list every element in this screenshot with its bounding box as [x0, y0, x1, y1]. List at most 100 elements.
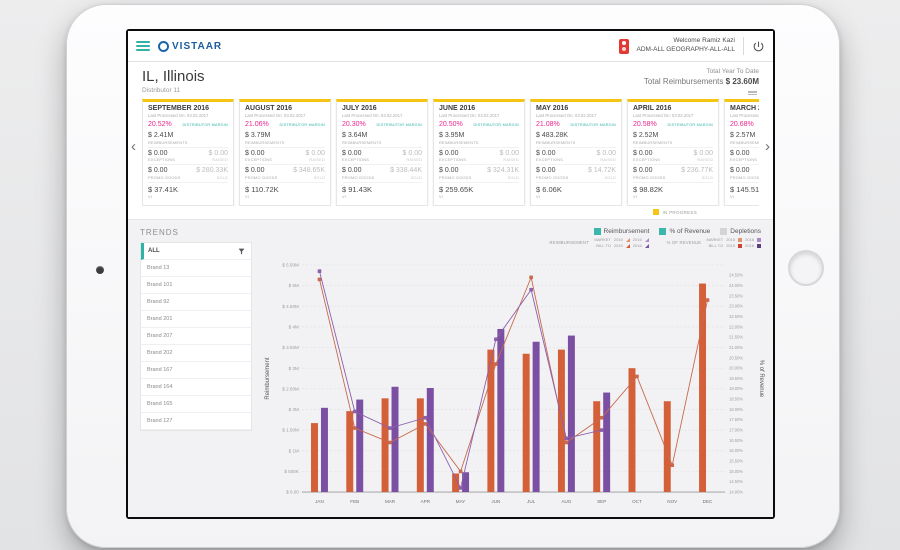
- trends-chart[interactable]: $ 0.00 $ 500K $ 1M $ 1.50M $ 2M $ 2.50M $ 3M $ …: [262, 250, 765, 511]
- legend-item[interactable]: Reimbursement: [593, 228, 649, 235]
- svg-text:OCT: OCT: [632, 499, 642, 504]
- card-promo-value: $ 0.00: [730, 167, 750, 174]
- camera-dot: [96, 266, 104, 274]
- brand-filter-item[interactable]: Brand 207: [141, 328, 251, 345]
- card-sold-value: $ 236.77K: [681, 167, 713, 174]
- month-card[interactable]: JULY 2016 Last Processed On: 03.02.2017 20…: [336, 99, 428, 206]
- card-reimb-label: REIMBURSEMENTS: [148, 139, 188, 145]
- card-margin-label: DISTRIBUTOR MARGIN: [376, 123, 422, 127]
- legend-item[interactable]: % of Revenue: [659, 228, 710, 235]
- chart-series-legend: REIMBURSEMENT MARKET 2015 2016 BILL TO 2015 20…: [262, 236, 765, 250]
- card-exceptions-value: $ 0.00: [148, 149, 168, 157]
- card-exceptions-value: $ 0.00: [730, 149, 750, 157]
- svg-text:24.00%: 24.00%: [729, 283, 743, 288]
- svg-text:17.00%: 17.00%: [729, 428, 743, 433]
- square-marker-icon: [757, 237, 761, 242]
- card-promo-value: $ 0.00: [536, 167, 556, 174]
- brand-filter-item[interactable]: Brand 92: [141, 294, 251, 311]
- legend-item[interactable]: Depletions: [720, 228, 761, 235]
- card-raised-label: RAISED: [212, 157, 228, 162]
- brand-logo[interactable]: VISTAAR: [158, 40, 222, 52]
- svg-text:$ 2.50M: $ 2.50M: [282, 386, 299, 391]
- card-exceptions-label: EXCEPTIONS: [439, 157, 467, 162]
- month-card[interactable]: MAY 2016 Last Processed On: 03.02.2017 21.…: [530, 99, 622, 206]
- brand-filter-item[interactable]: Brand 201: [141, 311, 251, 328]
- legend-swatch: [593, 228, 601, 235]
- svg-text:$ 3M: $ 3M: [289, 366, 299, 371]
- card-exceptions-value: $ 0.00: [245, 149, 265, 157]
- legend-label: Depletions: [730, 228, 761, 235]
- card-vi-label: VI: [536, 194, 541, 199]
- card-promo-label: PROMO GOODS: [439, 174, 472, 180]
- page-title: IL, Illinois: [142, 68, 205, 85]
- card-raised-value: $ 0.00: [208, 149, 228, 157]
- card-promo-label: PROMO GOODS: [245, 174, 278, 180]
- list-toggle-icon[interactable]: [748, 91, 757, 95]
- svg-text:17.50%: 17.50%: [729, 417, 743, 422]
- card-vi-value: $ 98.82K: [633, 184, 664, 194]
- svg-text:MAY: MAY: [456, 499, 466, 504]
- tablet-frame: VISTAAR Welcome Ramiz Kazi ADM-ALL GEOGR…: [66, 4, 840, 548]
- power-icon[interactable]: [752, 40, 765, 53]
- card-vi-label: VI: [342, 194, 347, 199]
- card-reimb-label: REIMBURSEMENTS: [439, 139, 479, 145]
- card-reimb-label: REIMBURSEMENTS: [245, 139, 285, 145]
- svg-text:18.00%: 18.00%: [729, 407, 743, 412]
- svg-text:MAR: MAR: [385, 499, 396, 504]
- brand-filter-item[interactable]: Brand 127: [141, 413, 251, 430]
- card-month: MARCH 2016: [730, 105, 759, 112]
- home-button[interactable]: [788, 250, 824, 286]
- card-raised-label: RAISED: [309, 157, 325, 162]
- card-reimb-label: REIMBURSEMENTS: [730, 139, 759, 145]
- ytd-label: Total Year To Date: [706, 68, 759, 75]
- total-reimb-value: $ 23.60M: [725, 77, 759, 86]
- card-promo-label: PROMO GOODS: [730, 174, 759, 180]
- svg-text:20.50%: 20.50%: [729, 355, 743, 360]
- card-sold-label: SOLD: [507, 174, 519, 180]
- card-raised-value: $ 0.00: [693, 149, 713, 157]
- filter-icon[interactable]: [238, 248, 245, 255]
- scope-text: ADM-ALL GEOGRAPHY-ALL-ALL: [636, 46, 736, 53]
- series-year: 2015: [726, 237, 736, 242]
- ytd-totals: Total Year To Date Total Reimbursements …: [644, 68, 759, 86]
- card-raised-value: $ 0.00: [596, 149, 616, 157]
- svg-text:$ 1.50M: $ 1.50M: [282, 428, 299, 433]
- month-card[interactable]: APRIL 2016 Last Processed On: 03.02.2017 2…: [627, 99, 719, 206]
- card-sold-label: SOLD: [313, 174, 325, 180]
- brand-filter-item[interactable]: Brand 101: [141, 277, 251, 294]
- brand-filter-item[interactable]: Brand 202: [141, 345, 251, 362]
- cards-prev-button[interactable]: ‹: [131, 138, 136, 155]
- combo-chart-svg: $ 0.00 $ 500K $ 1M $ 1.50M $ 2M $ 2.50M $ 3M $ …: [265, 263, 764, 504]
- card-raised-label: RAISED: [600, 157, 616, 162]
- card-exceptions-label: EXCEPTIONS: [342, 157, 370, 162]
- brand-filter-item[interactable]: Brand 167: [141, 362, 251, 379]
- distributor-label: Distributor 11: [142, 87, 181, 94]
- square-marker-icon: [738, 237, 743, 242]
- svg-text:NOV: NOV: [667, 499, 678, 504]
- alert-icon[interactable]: [618, 38, 629, 54]
- card-vi-value: $ 91.43K: [342, 184, 373, 194]
- brand-filter-all[interactable]: ALL: [141, 243, 251, 260]
- card-vi-label: VI: [245, 194, 250, 199]
- triangle-marker-icon: [644, 237, 649, 242]
- month-card[interactable]: AUGUST 2016 Last Processed On: 03.02.2017…: [239, 99, 331, 206]
- month-card[interactable]: JUNE 2016 Last Processed On: 03.02.2017 20…: [433, 99, 525, 206]
- card-margin-pct: 20.52%: [148, 121, 172, 128]
- series-row-label: BILL TO: [596, 243, 611, 248]
- brand-filter-item[interactable]: Brand 164: [141, 379, 251, 396]
- series-group-title: REIMBURSEMENT: [549, 240, 589, 245]
- tablet-screen: VISTAAR Welcome Ramiz Kazi ADM-ALL GEOGR…: [126, 29, 775, 519]
- card-vi-label: VI: [148, 194, 153, 199]
- month-card[interactable]: SEPTEMBER 2016 Last Processed On: 03.02.2…: [142, 99, 234, 206]
- brand-filter-item[interactable]: Brand 165: [141, 396, 251, 413]
- card-vi-value: $ 145.51K: [730, 184, 759, 194]
- svg-text:24.50%: 24.50%: [729, 273, 743, 278]
- svg-text:14.00%: 14.00%: [729, 489, 743, 494]
- hamburger-menu-icon[interactable]: [136, 41, 150, 51]
- brand-filter-item[interactable]: Brand 13: [141, 260, 251, 277]
- cards-next-button[interactable]: ›: [765, 138, 770, 155]
- svg-text:% of Revenue: % of Revenue: [758, 360, 764, 398]
- series-year: 2016: [745, 243, 754, 248]
